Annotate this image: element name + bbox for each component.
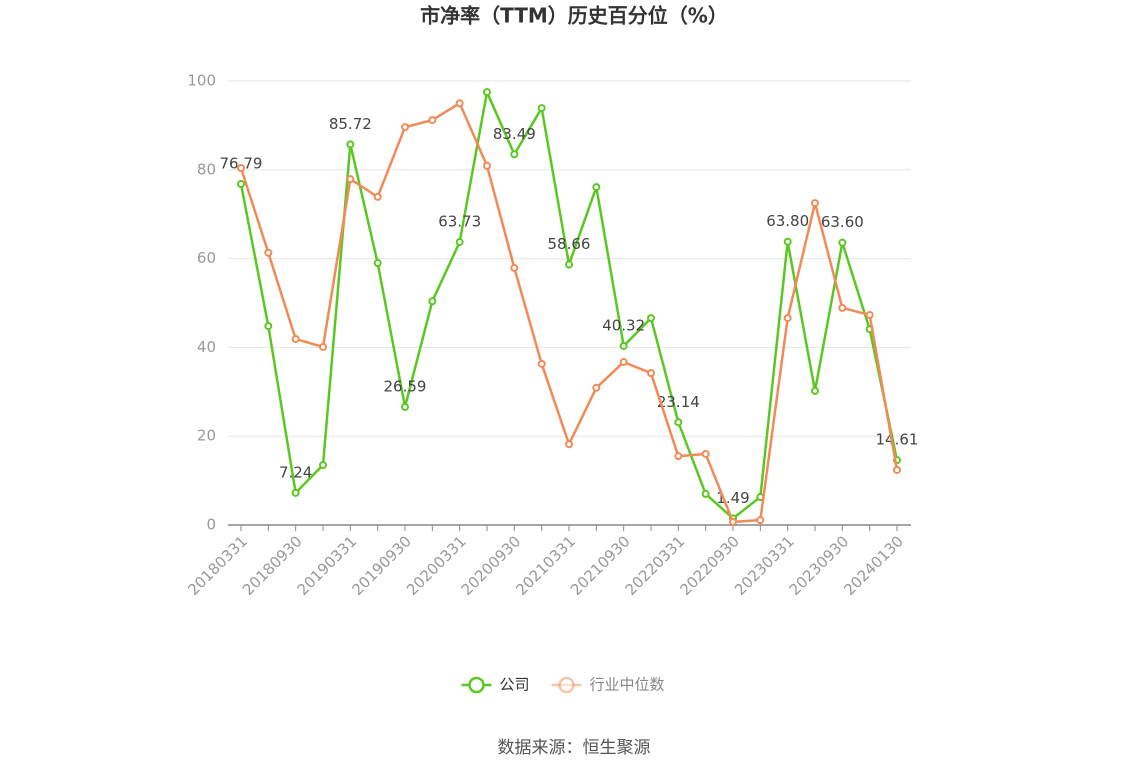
data-point	[401, 402, 409, 411]
data-point	[838, 303, 847, 312]
data-label: 23.14	[657, 393, 700, 411]
data-label: 58.66	[548, 235, 591, 253]
data-label: 7.24	[279, 463, 312, 481]
data-label: 40.32	[602, 316, 645, 334]
chart-title: 市净率（TTM）历史百分位（%）	[420, 4, 728, 28]
data-point	[428, 116, 437, 125]
data-point	[455, 99, 464, 108]
series-line	[239, 101, 899, 524]
data-point	[428, 297, 437, 306]
data-point	[264, 322, 273, 331]
data-point	[674, 452, 683, 461]
legend-item[interactable]: 公司	[461, 676, 530, 694]
data-point	[865, 310, 874, 319]
data-point	[592, 183, 601, 192]
data-point	[264, 248, 273, 257]
data-point	[373, 192, 382, 201]
source-note: 数据来源：恒生聚源	[498, 738, 651, 758]
data-point	[483, 161, 491, 170]
y-tick-label: 20	[197, 427, 216, 445]
data-point	[483, 88, 491, 97]
legend-label: 公司	[500, 676, 530, 694]
y-tick-label: 40	[197, 338, 216, 356]
data-label: 85.72	[329, 115, 372, 133]
data-point	[291, 334, 300, 343]
data-point	[701, 489, 710, 498]
data-point	[619, 341, 628, 350]
data-point	[537, 359, 546, 368]
data-point	[346, 140, 355, 149]
data-point	[592, 383, 601, 392]
data-point	[783, 314, 792, 323]
y-tick-label: 100	[187, 72, 216, 90]
data-point	[701, 449, 710, 458]
data-point	[319, 461, 327, 470]
data-label: 63.80	[766, 212, 809, 230]
data-label: 76.79	[220, 155, 263, 173]
data-point	[537, 104, 546, 113]
data-point	[729, 517, 737, 526]
data-point	[291, 488, 300, 497]
data-point	[565, 260, 573, 269]
data-point	[237, 180, 245, 189]
data-point	[401, 123, 409, 132]
y-tick-label: 80	[197, 160, 216, 178]
data-label: 83.49	[493, 125, 536, 143]
data-point	[510, 150, 519, 159]
data-point	[373, 259, 382, 268]
data-point	[811, 386, 819, 395]
data-point	[893, 465, 901, 474]
data-point	[647, 314, 655, 323]
data-point	[619, 358, 628, 367]
data-point	[319, 342, 327, 351]
data-point	[838, 238, 847, 247]
data-label: 14.61	[876, 431, 919, 449]
y-tick-label: 0	[206, 516, 216, 534]
data-point	[455, 238, 464, 247]
data-point	[647, 369, 655, 378]
data-point	[346, 175, 355, 184]
data-point	[756, 516, 765, 525]
legend-item[interactable]: 行业中位数	[551, 676, 665, 694]
legend-swatch	[468, 676, 485, 694]
data-point	[811, 199, 819, 208]
data-label: 26.59	[384, 377, 427, 395]
data-point	[783, 237, 792, 246]
x-tick-label: 20240130	[840, 532, 907, 599]
data-label: 63.73	[438, 213, 481, 231]
data-point	[565, 440, 573, 449]
legend-label: 行业中位数	[590, 676, 665, 694]
data-point	[674, 418, 683, 427]
data-point	[510, 263, 519, 272]
series-line	[239, 87, 899, 521]
legend-swatch	[558, 676, 575, 694]
data-point	[237, 164, 245, 173]
data-label: 63.60	[821, 213, 864, 231]
y-tick-label: 60	[197, 249, 216, 267]
